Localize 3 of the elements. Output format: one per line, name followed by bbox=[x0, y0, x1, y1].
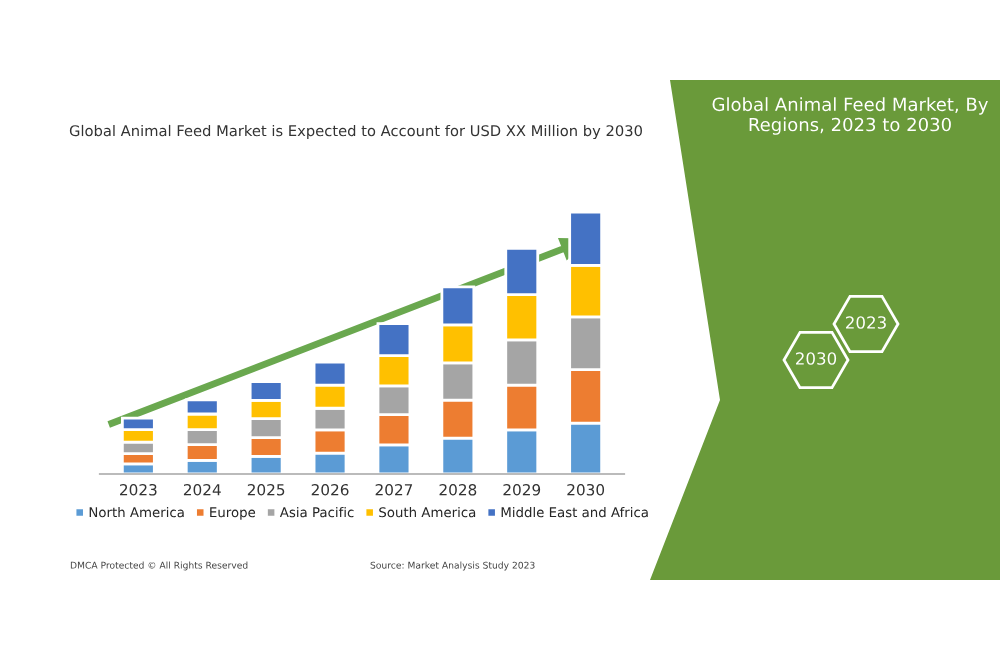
text: 2023 bbox=[846, 316, 886, 329]
text: 2030 bbox=[796, 352, 837, 365]
text: Global Animal Feed Market, By Regions, 2023 to 2030 bbox=[712, 97, 988, 135]
